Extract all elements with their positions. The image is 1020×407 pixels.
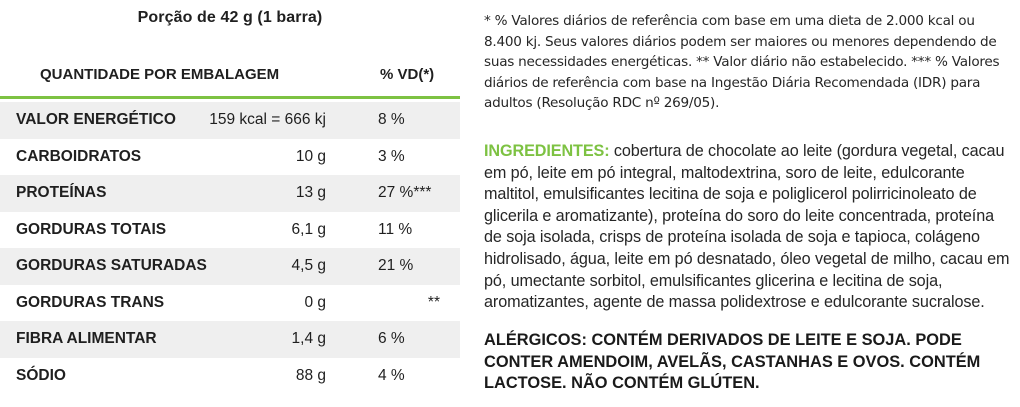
nutrient-vd: 6 %	[378, 330, 405, 347]
table-row: FIBRA ALIMENTAR 1,4 g 6 %	[0, 321, 460, 358]
nutrient-name: VALOR ENERGÉTICO	[16, 111, 176, 128]
nutrient-amount: 0 g	[304, 293, 326, 311]
nutrient-amount: 88 g	[295, 366, 326, 384]
daily-values-footnote: * % Valores diários de referência com ba…	[484, 13, 1000, 111]
nutrient-name: FIBRA ALIMENTAR	[16, 330, 157, 347]
nutrient-vd: 27 %***	[378, 184, 432, 201]
nutrient-amount: 4,5 g	[291, 257, 326, 274]
nutrition-rows: VALOR ENERGÉTICO 159 kcal = 666 kj 8 % C…	[0, 102, 460, 394]
nutrient-amount: 1,4 g	[291, 330, 326, 347]
nutrient-amount: 159 kcal = 666 kj	[209, 111, 326, 128]
table-row: SÓDIO 88 g 4 %	[0, 358, 460, 395]
nutrient-vd: 4 %	[378, 366, 405, 384]
table-row: PROTEÍNAS 13 g 27 %***	[0, 175, 460, 212]
ingredients-paragraph: INGREDIENTES: cobertura de chocolate ao …	[484, 141, 1014, 314]
ingredients-text: cobertura de chocolate ao leite (gordura…	[484, 142, 1010, 312]
nutrient-name: GORDURAS TRANS	[16, 293, 165, 311]
nutrient-name: PROTEÍNAS	[16, 184, 107, 201]
nutrient-vd: **	[427, 293, 440, 311]
nutrient-name: GORDURAS SATURADAS	[16, 257, 207, 274]
nutrient-name: GORDURAS TOTAIS	[16, 220, 167, 238]
nutrient-name: CARBOIDRATOS	[16, 147, 142, 165]
table-row: CARBOIDRATOS 10 g 3 %	[0, 139, 460, 176]
nutrient-name: SÓDIO	[16, 366, 66, 384]
nutrient-amount: 13 g	[295, 184, 326, 201]
nutrient-vd: 11 %	[378, 220, 413, 238]
nutrient-amount: 10 g	[295, 147, 326, 165]
table-header: QUANTIDADE POR EMBALAGEM % VD(*)	[0, 62, 460, 88]
nutrient-amount: 6,1 g	[291, 220, 326, 238]
table-row: VALOR ENERGÉTICO 159 kcal = 666 kj 8 %	[0, 102, 460, 139]
table-row: GORDURAS SATURADAS 4,5 g 21 %	[0, 248, 460, 285]
table-row: GORDURAS TOTAIS 6,1 g 11 %	[0, 212, 460, 249]
nutrient-vd: 21 %	[378, 257, 414, 274]
nutrition-table-panel: Porção de 42 g (1 barra) QUANTIDADE POR …	[0, 0, 460, 407]
nutrient-vd: 3 %	[378, 147, 405, 165]
nutrient-vd: 8 %	[378, 111, 405, 128]
allergens-warning: ALÉRGICOS: CONTÉM DERIVADOS DE LEITE E S…	[484, 331, 981, 393]
header-divider	[0, 96, 460, 99]
portion-title: Porção de 42 g (1 barra)	[137, 9, 323, 26]
quantity-header: QUANTIDADE POR EMBALAGEM	[40, 66, 280, 83]
vd-header: % VD(*)	[380, 66, 435, 83]
table-row: GORDURAS TRANS 0 g **	[0, 285, 460, 322]
ingredients-label: INGREDIENTES:	[484, 142, 610, 160]
